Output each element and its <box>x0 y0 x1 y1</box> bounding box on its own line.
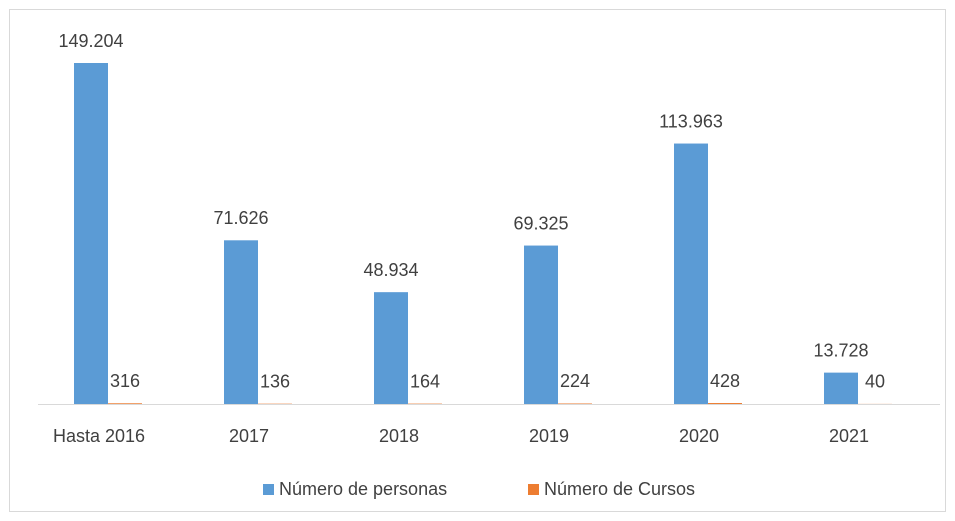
data-label: 69.325 <box>513 213 568 233</box>
bar <box>74 63 108 404</box>
bar <box>374 292 408 404</box>
data-label: 113.963 <box>659 111 723 131</box>
data-label: 40 <box>865 372 885 392</box>
legend-label: Número de personas <box>279 479 447 499</box>
bar <box>558 403 592 404</box>
data-label: 136 <box>260 371 290 391</box>
data-label: 71.626 <box>213 208 268 228</box>
x-tick-label: 2018 <box>379 426 419 446</box>
bar <box>224 240 258 404</box>
legend-label: Número de Cursos <box>544 479 695 499</box>
x-tick-label: 2019 <box>529 426 569 446</box>
legend-swatch <box>263 484 274 495</box>
bar <box>524 245 558 404</box>
chart-frame <box>9 9 946 512</box>
data-label: 48.934 <box>363 260 418 280</box>
x-tick-label: Hasta 2016 <box>53 426 145 446</box>
data-label: 164 <box>410 371 440 391</box>
bar <box>708 403 742 404</box>
bar <box>108 403 142 404</box>
x-tick-label: 2020 <box>679 426 719 446</box>
data-label: 13.728 <box>813 340 868 360</box>
data-label: 224 <box>560 371 590 391</box>
bar <box>824 372 858 404</box>
bar <box>674 143 708 405</box>
x-tick-label: 2017 <box>229 426 269 446</box>
data-label: 316 <box>110 371 140 391</box>
data-label: 149.204 <box>58 31 123 51</box>
x-tick-label: 2021 <box>829 426 869 446</box>
data-label: 428 <box>710 371 740 391</box>
legend-swatch <box>528 484 539 495</box>
